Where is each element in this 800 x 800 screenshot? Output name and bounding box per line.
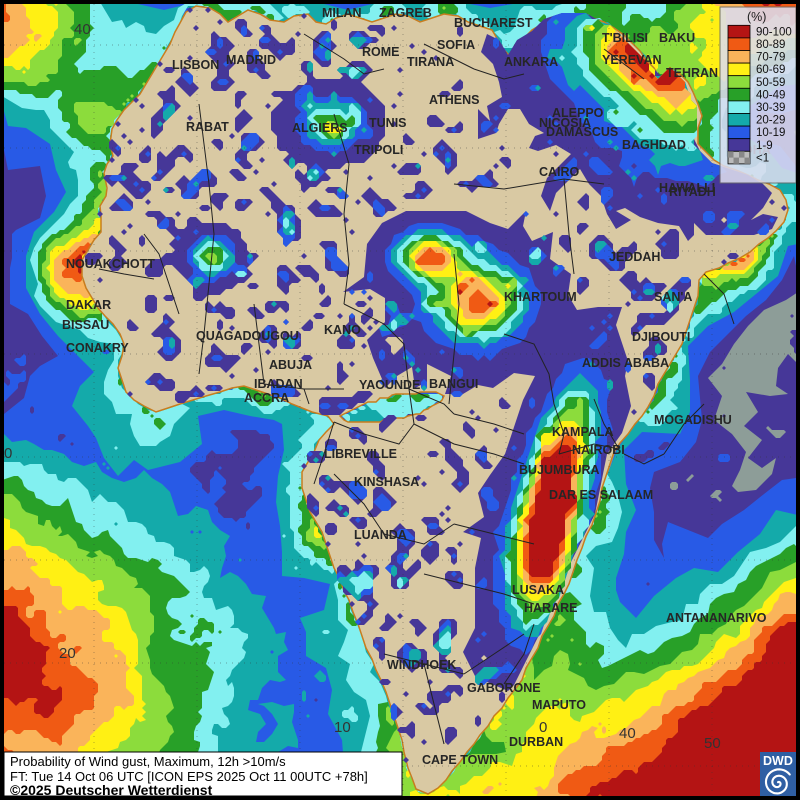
svg-text:90-100: 90-100 (756, 26, 792, 38)
svg-text:0: 0 (539, 719, 547, 736)
svg-text:ADDIS ABABA: ADDIS ABABA (582, 356, 669, 370)
svg-text:0: 0 (4, 445, 12, 462)
svg-text:YAOUNDE: YAOUNDE (359, 378, 420, 392)
svg-text:KINSHASA: KINSHASA (354, 475, 419, 489)
svg-text:ALEPPO: ALEPPO (552, 106, 604, 120)
svg-text:TIRANA: TIRANA (407, 55, 454, 69)
svg-text:TEHRAN: TEHRAN (666, 66, 718, 80)
svg-text:ZAGREB: ZAGREB (379, 6, 432, 20)
svg-text:LISBON: LISBON (172, 58, 219, 72)
svg-text:BUCHAREST: BUCHAREST (454, 16, 533, 30)
svg-text:YEREVAN: YEREVAN (602, 53, 662, 67)
svg-text:BAGHDAD: BAGHDAD (622, 138, 686, 152)
svg-text:<1: <1 (756, 152, 769, 164)
svg-text:IBADAN: IBADAN (254, 377, 303, 391)
svg-text:KANO: KANO (324, 323, 361, 337)
svg-text:MADRID: MADRID (226, 53, 276, 67)
svg-text:QUAGADOUGOU: QUAGADOUGOU (196, 329, 299, 343)
svg-text:60-69: 60-69 (756, 64, 785, 76)
svg-text:T'BILISI: T'BILISI (602, 31, 648, 45)
svg-text:ROME: ROME (362, 45, 400, 59)
svg-text:HARARE: HARARE (524, 601, 577, 615)
svg-text:CAPE TOWN: CAPE TOWN (422, 753, 498, 767)
svg-text:20-29: 20-29 (756, 115, 785, 127)
svg-text:ANKARA: ANKARA (504, 55, 558, 69)
svg-text:NAIROBI: NAIROBI (572, 443, 625, 457)
svg-text:DAMASCUS: DAMASCUS (546, 125, 618, 139)
svg-text:RABAT: RABAT (186, 120, 229, 134)
svg-text:10-19: 10-19 (756, 127, 785, 139)
svg-text:50-59: 50-59 (756, 77, 785, 89)
svg-text:CONAKRY: CONAKRY (66, 341, 129, 355)
svg-text:KHARTOUM: KHARTOUM (504, 290, 577, 304)
svg-text:SOFIA: SOFIA (437, 38, 475, 52)
svg-text:40-49: 40-49 (756, 89, 785, 101)
svg-text:WINDHOEK: WINDHOEK (387, 658, 456, 672)
svg-text:DWD: DWD (763, 754, 793, 768)
svg-text:BANGUI: BANGUI (429, 377, 478, 391)
svg-text:ACCRA: ACCRA (244, 391, 289, 405)
svg-text:(%): (%) (747, 10, 766, 24)
svg-text:KAMPALA: KAMPALA (552, 425, 614, 439)
svg-text:DJIBOUTI: DJIBOUTI (632, 330, 690, 344)
svg-text:10: 10 (334, 719, 351, 736)
svg-text:DAKAR: DAKAR (66, 298, 111, 312)
svg-text:ANTANANARIVO: ANTANANARIVO (666, 611, 767, 625)
svg-text:TRIPOLI: TRIPOLI (354, 143, 403, 157)
svg-text:GABORONE: GABORONE (467, 681, 541, 695)
svg-text:70-79: 70-79 (756, 52, 785, 64)
svg-text:1-9: 1-9 (756, 140, 773, 152)
svg-text:40: 40 (74, 21, 91, 38)
svg-text:LUSAKA: LUSAKA (512, 583, 564, 597)
svg-text:MOGADISHU: MOGADISHU (654, 413, 732, 427)
svg-text:ABUJA: ABUJA (269, 358, 312, 372)
svg-text:20: 20 (59, 645, 76, 662)
svg-text:DURBAN: DURBAN (509, 735, 563, 749)
svg-text:MAPUTO: MAPUTO (532, 698, 586, 712)
svg-text:40: 40 (619, 725, 636, 742)
svg-text:SAN'A: SAN'A (654, 290, 692, 304)
svg-text:BAKU: BAKU (659, 31, 695, 45)
svg-text:RIYADH: RIYADH (669, 185, 716, 199)
svg-text:BUJUMBURA: BUJUMBURA (519, 463, 600, 477)
svg-text:50: 50 (704, 735, 721, 752)
svg-text:LUANDA: LUANDA (354, 528, 407, 542)
svg-text:ATHENS: ATHENS (429, 93, 479, 107)
svg-text:80-89: 80-89 (756, 39, 785, 51)
svg-text:LIBREVILLE: LIBREVILLE (324, 447, 397, 461)
svg-text:Probability of Wind gust, Maxi: Probability of Wind gust, Maximum, 12h >… (10, 754, 286, 769)
svg-text:DAR ES SALAAM: DAR ES SALAAM (549, 488, 653, 502)
svg-text:©2025 Deutscher Wetterdienst: ©2025 Deutscher Wetterdienst (10, 782, 213, 796)
svg-text:BISSAU: BISSAU (62, 318, 109, 332)
svg-text:JEDDAH: JEDDAH (609, 250, 660, 264)
svg-text:CAIRO: CAIRO (539, 165, 580, 179)
svg-text:TUNIS: TUNIS (369, 116, 407, 130)
svg-text:NOUAKCHOTT: NOUAKCHOTT (66, 257, 155, 271)
svg-text:30-39: 30-39 (756, 102, 785, 114)
svg-text:ALGIERS: ALGIERS (292, 121, 348, 135)
svg-text:MILAN: MILAN (322, 6, 362, 20)
